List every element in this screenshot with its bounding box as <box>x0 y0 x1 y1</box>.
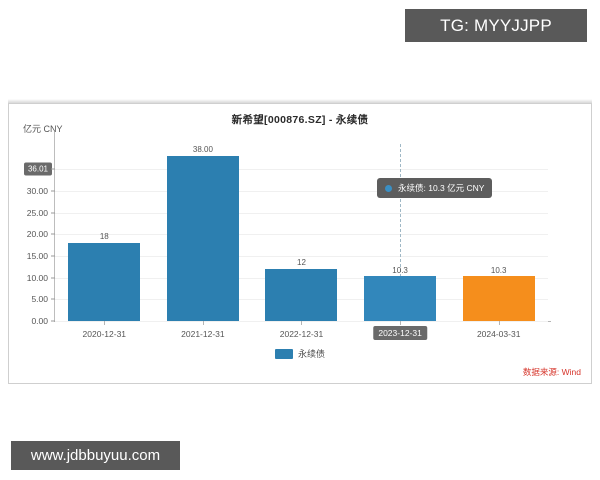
bar-2020-12-31[interactable] <box>68 242 141 321</box>
y-tick-mark <box>51 255 55 257</box>
x-tick-mark <box>301 321 303 325</box>
y-tick-mark <box>51 233 55 235</box>
bar-value-label: 12 <box>297 258 306 267</box>
x-tick-mark <box>104 321 106 325</box>
y-tick-label: 25.00 <box>26 207 48 218</box>
x-tick-label: 2021-12-31 <box>181 329 225 339</box>
bar-slot: 38.00 2021-12-31 <box>154 145 253 339</box>
y-axis-line <box>54 132 55 322</box>
x-tick-label: 2022-12-31 <box>279 329 324 339</box>
bar-slot: 10.3 2023-12-31 <box>351 148 450 340</box>
plot-area: 0.00 5.00 10.00 15.00 20.00 25.00 30.00 <box>23 132 551 340</box>
chart-title: 新希望[000876.SZ] - 永续债 <box>231 114 369 126</box>
bar-2024-03-31[interactable] <box>462 276 535 321</box>
telegram-watermark-badge: TG: MYYJJPP <box>405 9 587 42</box>
y-tick-label: 15.00 <box>26 250 48 261</box>
site-watermark-badge: www.jdbbuyuu.com <box>11 441 180 470</box>
gridline: 36.01 <box>23 162 548 176</box>
bar-2023-12-31[interactable] <box>364 276 437 321</box>
y-axis-pointer-label: 36.01 <box>23 162 52 176</box>
bar-2022-12-31[interactable] <box>265 268 338 321</box>
y-tick-mark <box>51 320 55 322</box>
y-tick-label: 0.00 <box>31 316 48 326</box>
x-tick-label: 2024-03-31 <box>476 329 521 339</box>
y-tick-label: 30.00 <box>26 185 48 196</box>
legend-item-label: 永续债 <box>297 349 325 359</box>
y-tick-mark <box>51 212 55 213</box>
x-tick-mark <box>498 321 500 325</box>
y-tick-label: 10.00 <box>26 272 48 283</box>
x-axis-pointer-label: 2023-12-31 <box>373 326 427 340</box>
x-tick-label: 2020-12-31 <box>82 329 127 339</box>
crosshair-line <box>400 144 402 322</box>
gridline: 20.00 <box>27 229 548 239</box>
y-tick-mark <box>51 190 55 192</box>
bar-value-label: 38.00 <box>192 145 213 154</box>
tooltip-text: 永续债: 10.3 亿元 CNY <box>398 183 485 193</box>
bar-slot: 10.3 2024-03-31 <box>449 148 548 339</box>
x-tick-mark <box>400 321 402 325</box>
y-tick-mark <box>51 168 55 170</box>
data-source-note: 数据来源: Wind <box>522 367 581 377</box>
y-tick-mark <box>51 298 55 300</box>
bar-value-label: 10.3 <box>392 266 408 275</box>
gridline: 30.00 <box>27 186 548 196</box>
legend-swatch-icon <box>274 348 293 359</box>
x-tick-mark <box>202 321 204 325</box>
y-axis-unit-label: 亿元 CNY <box>23 124 63 134</box>
bar-slot: 12 2022-12-31 <box>252 148 351 339</box>
gridline: 25.00 <box>27 208 548 218</box>
y-tick-mark <box>51 277 55 279</box>
gridline: 15.00 <box>27 251 548 261</box>
bar-2021-12-31[interactable] <box>166 155 239 321</box>
chart-tooltip: 永续债: 10.3 亿元 CNY <box>377 178 493 198</box>
y-tick-label: 20.00 <box>26 229 48 240</box>
chart-legend[interactable]: 永续债 <box>9 347 591 360</box>
bar-value-label: 10.3 <box>490 266 507 275</box>
tooltip-series-marker-icon <box>385 184 392 192</box>
bar-slot: 18 2020-12-31 <box>55 148 154 339</box>
chart-panel: 新希望[000876.SZ] - 永续债 亿元 CNY 0.00 5.00 10… <box>8 103 592 384</box>
bar-value-label: 18 <box>99 232 109 241</box>
y-tick-label: 5.00 <box>31 294 48 305</box>
panel-top-shadow <box>8 99 592 103</box>
